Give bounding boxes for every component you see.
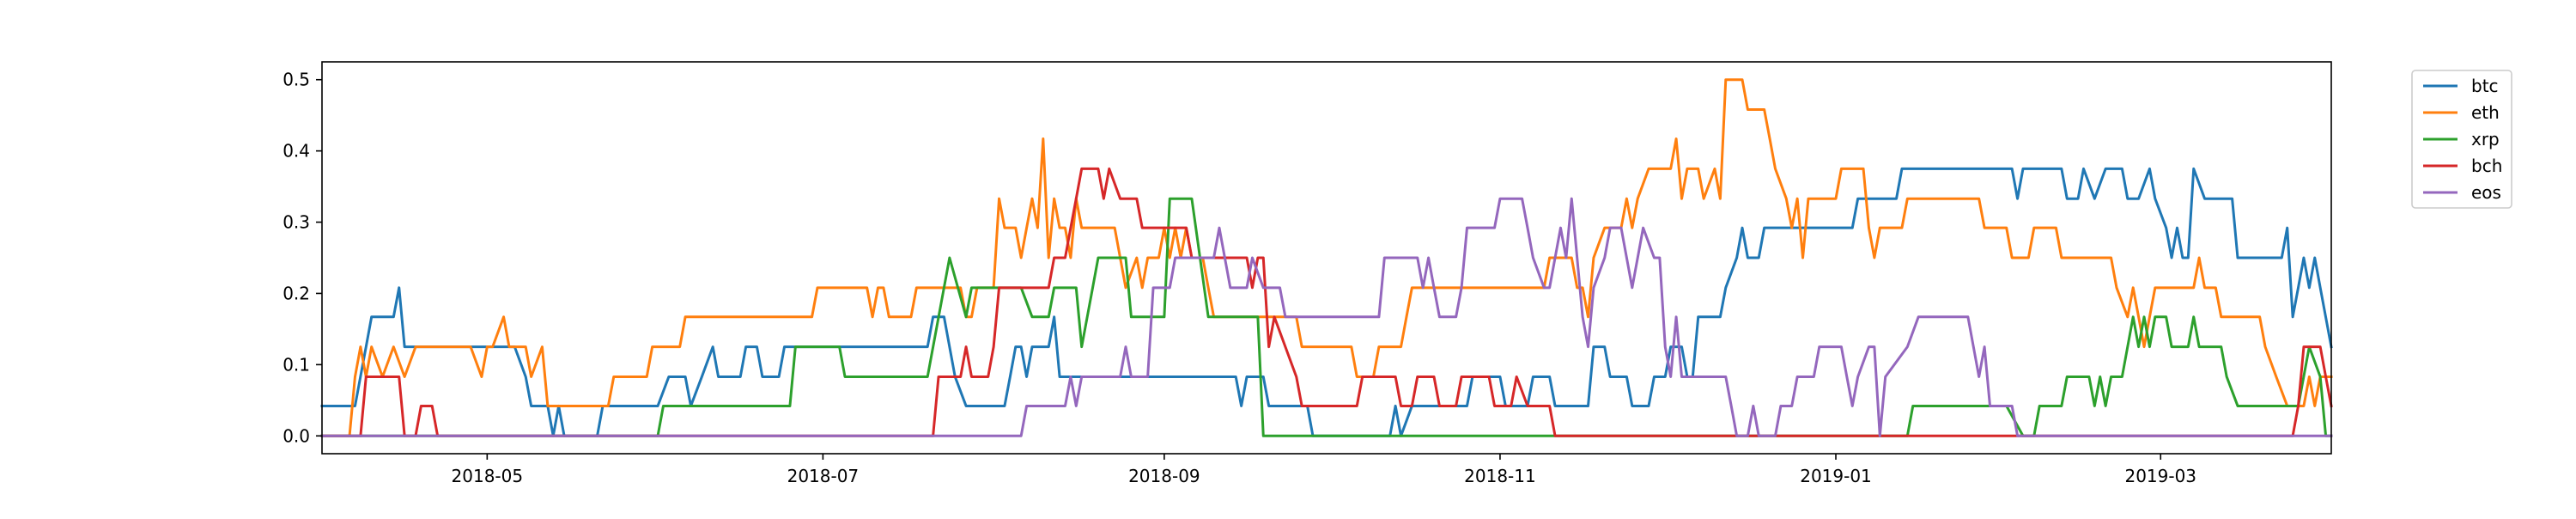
x-tick-label: 2019-03 [2124, 466, 2196, 486]
plot-background [322, 62, 2331, 454]
y-axis: 0.0 0.1 0.2 0.3 0.4 0.5 [283, 70, 322, 446]
legend-label-btc: btc [2471, 76, 2499, 96]
y-tick-label: 0.0 [283, 425, 310, 446]
series-line-bch [320, 167, 2333, 437]
x-tick-label: 2018-07 [787, 466, 860, 486]
series-layer [320, 78, 2333, 437]
x-tick-label: 2019-01 [1800, 466, 1872, 486]
legend-label-eth: eth [2471, 102, 2500, 123]
legend-label-eos: eos [2471, 182, 2501, 203]
legend-label-bch: bch [2471, 156, 2502, 176]
legend-frame [2411, 70, 2512, 209]
x-tick-label: 2018-09 [1128, 466, 1200, 486]
y-tick-label: 0.2 [283, 283, 310, 303]
x-tick-label: 2018-11 [1464, 466, 1536, 486]
y-tick-label: 0.3 [283, 212, 310, 233]
x-axis: 2018-05 2018-07 2018-09 2018-11 2019-01 2019-… [452, 454, 2196, 486]
x-tick-label: 2018-05 [452, 466, 524, 486]
series-line-btc [320, 167, 2333, 437]
y-tick-label: 0.4 [283, 141, 310, 162]
legend-label-xrp: xrp [2471, 129, 2500, 150]
legend: btc eth xrp bch eos [2411, 70, 2512, 209]
series-line-xrp [320, 197, 2333, 437]
plot-area [320, 61, 2333, 455]
series-line-eos [320, 197, 2333, 437]
y-tick-label: 0.1 [283, 354, 310, 375]
plot-frame [321, 61, 2332, 455]
y-tick-label: 0.5 [283, 70, 310, 90]
